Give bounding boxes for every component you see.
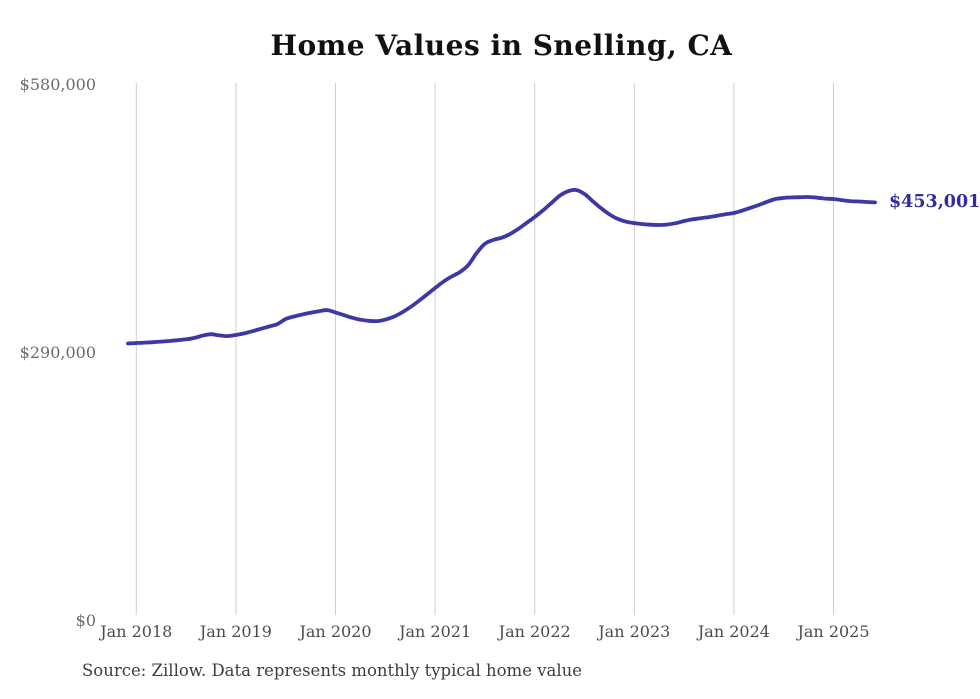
x-tick-label: Jan 2022 — [498, 622, 571, 641]
value-line — [126, 187, 877, 346]
x-tick-label: Jan 2018 — [100, 622, 173, 641]
x-tick-label: Jan 2019 — [199, 622, 272, 641]
current-value-label: $453,001 — [889, 191, 980, 212]
x-tick-label: Jan 2020 — [299, 622, 372, 641]
chart-title: Home Values in Snelling, CA — [270, 29, 733, 62]
x-tick-label: Jan 2021 — [399, 622, 472, 641]
x-tick-label: Jan 2023 — [598, 622, 671, 641]
x-tick-label: Jan 2025 — [797, 622, 870, 641]
y-tick-label: $290,000 — [19, 343, 96, 362]
y-tick-label: $580,000 — [19, 75, 96, 94]
x-tick-label: Jan 2024 — [697, 622, 770, 641]
source-note: Source: Zillow. Data represents monthly … — [82, 661, 583, 680]
y-tick-label: $0 — [75, 611, 96, 630]
